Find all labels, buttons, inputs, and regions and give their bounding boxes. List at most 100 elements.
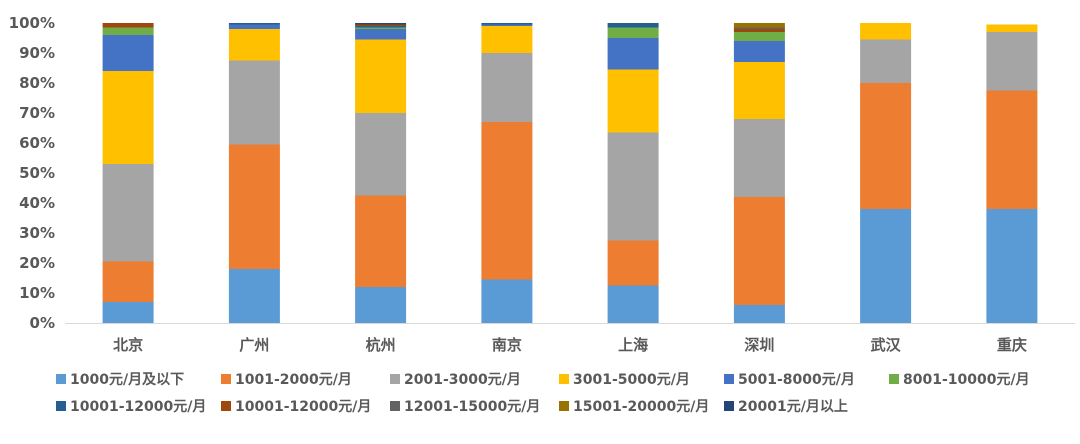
legend-label: 15001-20000元/月 [573,399,709,415]
bar-segment [481,24,533,26]
legend-label: 2001-3000元/月 [404,372,521,388]
bar-segment [860,209,912,323]
bar-segment [733,41,785,62]
y-tick-label: 10% [19,284,55,302]
bar-segment [986,24,1038,32]
bar-segment [607,285,659,323]
bar-segment [986,90,1038,209]
bar-segment [860,83,912,209]
legend-label: 5001-8000元/月 [738,372,855,388]
bar-segment [102,302,154,323]
legend-swatch [559,374,569,384]
bar-stack [607,23,659,323]
bar-segment [355,27,407,29]
bar-segment [228,24,280,29]
bar-segment [733,27,785,29]
bar-segment [228,23,280,25]
legend-item: 20001元/月以上 [724,399,848,415]
bar-segment [355,113,407,196]
bar-stack [986,24,1038,323]
category-label: 杭州 [366,336,396,354]
bar-segment [733,23,785,28]
legend-item: 10001-12000元/月 [56,399,206,415]
category-label: 北京 [113,336,143,354]
bar-segment [733,305,785,323]
legend-item: 15001-20000元/月 [559,399,709,415]
category-label: 重庆 [997,336,1027,354]
legend-item: 2001-3000元/月 [390,372,521,388]
legend-swatch [221,374,231,384]
axis-layer: 0% 10% 20% 30% 40% 50% 60% 70% 80% 90% 100% [9,14,1075,332]
category-label: 深圳 [744,336,774,354]
legend-swatch [559,401,569,411]
bar-segment [986,209,1038,323]
bar-segment [228,60,280,145]
bar-segment [607,27,659,38]
bar-segment [733,62,785,119]
bar-segment [860,23,912,40]
bar-stack [860,23,912,323]
y-tick-label: 70% [19,104,55,122]
bar-segment [733,197,785,305]
legend-label: 8001-10000元/月 [903,372,1030,388]
bar-segment [355,26,407,28]
legend-label: 20001元/月以上 [738,399,848,415]
bar-stack [355,23,407,323]
legend-item: 8001-10000元/月 [889,372,1030,388]
bar-stack [102,23,154,323]
legend-item: 3001-5000元/月 [559,372,690,388]
legend-label: 3001-5000元/月 [573,372,690,388]
legend-item: 12001-15000元/月 [390,399,540,415]
bar-segment [607,23,659,28]
y-tick-label: 50% [19,164,55,182]
legend-label: 12001-15000元/月 [404,399,540,415]
bar-stack [481,23,533,323]
y-tick-label: 0% [30,314,55,332]
bar-segment [481,26,533,53]
legend-swatch [390,374,400,384]
bar-segment [733,119,785,197]
bar-segment [102,35,154,71]
legend-swatch [889,374,899,384]
legend-label: 1000元/月及以下 [70,372,184,388]
bar-segment [607,132,659,241]
bar-segment [102,261,154,302]
legend-swatch [724,374,734,384]
legend-swatch [724,401,734,411]
category-label: 上海 [618,336,648,354]
bar-segment [355,29,407,40]
category-label-layer: 北京 广州 杭州 南京 上海 深圳 武汉 重庆 [113,336,1027,354]
bar-segment [607,69,659,133]
bar-segment [607,240,659,286]
bar-segment [102,164,154,262]
bar-segment [228,29,280,61]
legend-swatch [56,401,66,411]
y-tick-label: 20% [19,254,55,272]
legend: 1000元/月及以下 1001-2000元/月 2001-3000元/月 3001-5… [56,372,1030,415]
legend-label: 10001-12000元/月 [70,399,206,415]
legend-swatch [221,401,231,411]
category-label: 南京 [492,336,522,354]
bar-segment [102,23,154,28]
legend-item: 1000元/月及以下 [56,372,184,388]
legend-item: 1001-2000元/月 [221,372,352,388]
bar-segment [228,144,280,269]
legend-swatch [390,401,400,411]
legend-label: 1001-2000元/月 [235,372,352,388]
bar-segment [481,279,533,323]
bar-segment [102,71,154,164]
bar-segment [355,24,407,26]
bar-segment [355,23,407,25]
y-tick-label: 40% [19,194,55,212]
y-tick-label: 100% [9,14,55,32]
bar-segment [228,269,280,323]
legend-item: 5001-8000元/月 [724,372,855,388]
y-tick-label: 60% [19,134,55,152]
y-tick-label: 80% [19,74,55,92]
bar-segment [481,53,533,122]
bar-segment [102,27,154,35]
bar-segment [355,39,407,113]
bar-stack [733,23,785,323]
bar-segment [860,39,912,83]
